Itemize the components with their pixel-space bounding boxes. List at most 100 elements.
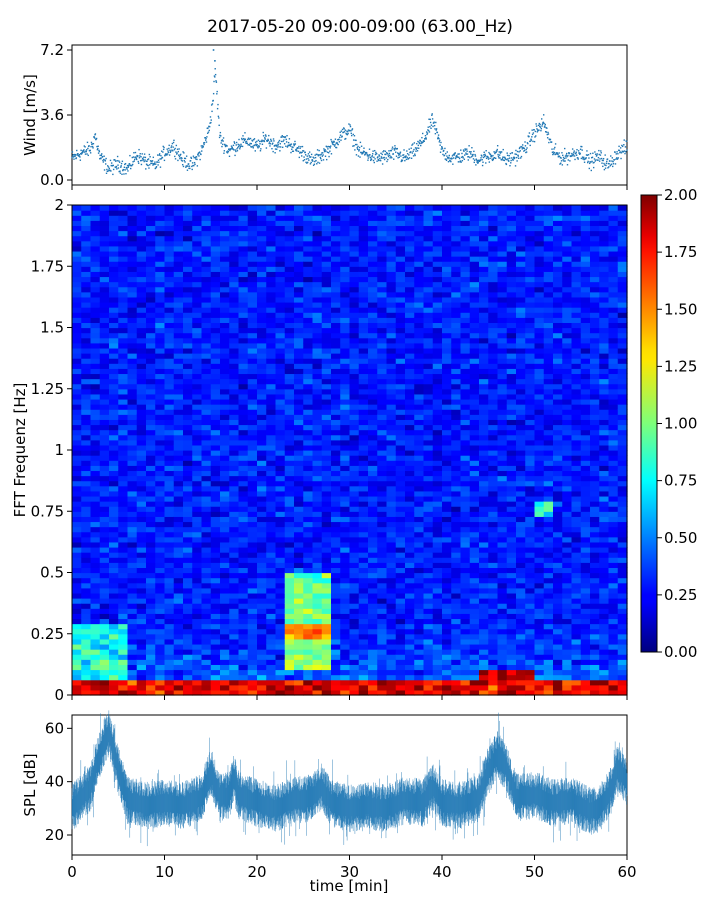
spectrogram-cell xyxy=(312,628,323,635)
spectrogram-cell xyxy=(201,419,212,426)
spectrogram-cell xyxy=(331,358,341,364)
wind-point xyxy=(287,141,290,144)
spectrogram-cell xyxy=(109,506,119,512)
spectrogram-cell xyxy=(136,618,147,625)
spectrogram-cell xyxy=(395,526,406,533)
spectrogram-cell xyxy=(210,633,221,640)
spectrogram-cell xyxy=(201,358,212,364)
spectrogram-cell xyxy=(284,245,295,252)
spectrogram-cell xyxy=(405,577,415,584)
spectrogram-cell xyxy=(109,638,119,645)
wind-point xyxy=(155,166,158,168)
spectrogram-cell xyxy=(257,414,267,420)
spectrogram-cell xyxy=(99,526,110,533)
spectrogram-cell xyxy=(238,664,249,671)
spectrogram-cell xyxy=(331,455,341,461)
spectrogram-cell xyxy=(183,501,193,507)
wind-point xyxy=(623,139,625,141)
spectrogram-cell xyxy=(99,460,110,466)
spectrogram-cell xyxy=(210,613,221,620)
spectrogram-cell xyxy=(275,521,286,528)
spectrogram-cell xyxy=(109,276,119,283)
spectrogram-cell xyxy=(349,628,360,635)
spectrogram-cell xyxy=(340,679,351,686)
spectrogram-cell xyxy=(183,281,193,288)
spectrogram-cell xyxy=(377,552,388,558)
spectrogram-cell xyxy=(368,342,378,349)
spectrogram-cell xyxy=(331,327,341,334)
spectrogram-cell xyxy=(284,659,295,665)
spectrogram-cell xyxy=(349,225,360,232)
spectrogram-cell xyxy=(210,689,221,696)
spectrogram-cell xyxy=(146,332,156,339)
spectrogram-cell xyxy=(405,521,415,528)
wind-point xyxy=(87,147,89,150)
spectrogram-cell xyxy=(275,659,286,665)
spectrogram-cell xyxy=(72,633,82,640)
spectrogram-cell xyxy=(201,603,212,609)
wind-point xyxy=(157,164,159,166)
wind-point xyxy=(132,161,134,163)
spectrogram-cell xyxy=(192,210,203,216)
wind-point xyxy=(165,153,168,155)
spectrogram-cell xyxy=(340,598,351,604)
spectrogram-cell xyxy=(173,261,184,267)
spectrogram-cell xyxy=(229,409,240,415)
wind-point xyxy=(527,142,529,145)
spectrogram-cell xyxy=(201,286,212,293)
spectrogram-cell xyxy=(238,470,249,477)
spectrogram-cell xyxy=(72,363,82,369)
spectrogram-cell xyxy=(146,363,156,369)
spectrogram-cell xyxy=(229,495,240,502)
spectrogram-cell xyxy=(146,603,156,609)
spectrogram-cell xyxy=(72,409,82,415)
wind-point xyxy=(583,158,585,161)
spectrogram-cell xyxy=(358,307,369,313)
spectrogram-cell xyxy=(229,572,240,579)
spectrogram-cell xyxy=(284,531,295,538)
spectrogram-cell xyxy=(192,220,203,227)
spectrogram-cell xyxy=(210,526,221,533)
spectrogram-cell xyxy=(183,557,193,563)
wind-point xyxy=(378,154,380,156)
spectrogram-cell xyxy=(72,240,82,247)
spectrogram-cell xyxy=(90,541,101,548)
spectrogram-cell xyxy=(183,322,193,329)
spectrogram-cell xyxy=(81,429,92,436)
spectrogram-cell xyxy=(331,240,341,247)
wind-point xyxy=(312,156,314,158)
spectrogram-cell xyxy=(146,286,156,293)
spectrogram-cell xyxy=(284,404,295,410)
spectrogram-cell xyxy=(321,557,332,563)
spectrogram-cell xyxy=(358,598,369,604)
spectrogram-cell xyxy=(136,582,147,589)
spectrogram-cell xyxy=(90,465,101,472)
spectrogram-cell xyxy=(238,368,249,375)
spectrogram-cell xyxy=(81,337,92,344)
spectrogram-cell xyxy=(72,618,82,625)
spectrogram-cell xyxy=(155,312,166,318)
spectrogram-cell xyxy=(164,643,175,650)
spectrogram-cell xyxy=(247,286,258,293)
spectrogram-cell xyxy=(136,424,147,431)
spectrogram-cell xyxy=(257,276,267,283)
spectrogram-cell xyxy=(183,628,193,635)
spectrogram-cell xyxy=(358,210,369,216)
spectrogram-cell xyxy=(377,393,388,400)
spectrogram-cell xyxy=(72,281,82,288)
spectrogram-cell xyxy=(146,623,156,630)
spectrogram-cell xyxy=(340,633,351,640)
spectrogram-cell xyxy=(99,439,110,446)
spectrogram-cell xyxy=(266,674,277,681)
spectrogram-cell xyxy=(109,649,119,655)
spectrogram-cell xyxy=(395,256,406,262)
spectrogram-cell xyxy=(340,613,351,620)
spectrogram-cell xyxy=(146,373,156,380)
spectrogram-cell xyxy=(90,526,101,533)
spectrogram-cell xyxy=(414,633,425,640)
spectrogram-cell xyxy=(136,511,147,517)
spectrogram-cell xyxy=(414,669,425,676)
spectrogram-cell xyxy=(349,480,360,487)
spectrogram-cell xyxy=(183,271,193,278)
spectrogram-cell xyxy=(340,531,351,538)
